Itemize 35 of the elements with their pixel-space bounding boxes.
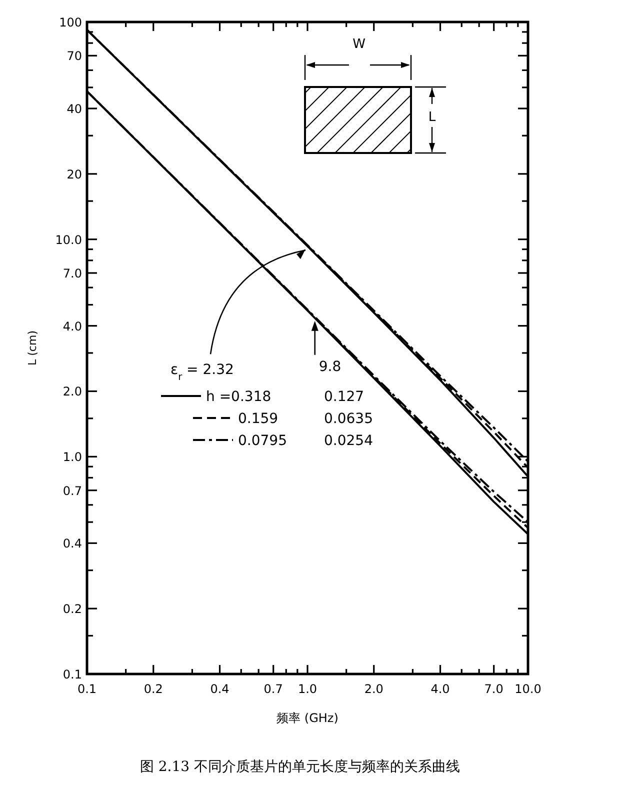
y-tick-label: 20 <box>66 167 82 182</box>
y-tick-label: 2.0 <box>62 384 82 399</box>
legend-label: 0.0795 <box>238 433 287 449</box>
y-tick-label: 10.0 <box>55 232 82 247</box>
y-tick-label: 4.0 <box>62 319 82 334</box>
annotation: L <box>428 110 436 125</box>
y-tick-label: 0.4 <box>62 536 82 551</box>
y-tick-label: 40 <box>66 102 82 116</box>
x-tick-label: 0.1 <box>77 682 97 696</box>
y-tick-label: 1.0 <box>62 450 82 464</box>
x-tick-label: 1.0 <box>298 682 318 696</box>
x-tick-label: 0.2 <box>144 682 163 696</box>
x-tick-label: 4.0 <box>430 682 450 696</box>
y-axis-title: L (cm) <box>26 330 39 366</box>
caption: 图 2.13 不同介质基片的单元长度与频率的关系曲线 <box>140 759 460 775</box>
series-label: 0.0635 <box>324 411 373 427</box>
x-tick-label: 10.0 <box>514 682 542 696</box>
x-tick-label: 0.4 <box>210 682 230 696</box>
legend-label: 0.159 <box>238 411 278 427</box>
text: 0.0254 <box>324 433 374 449</box>
y-tick-label: 0.7 <box>62 484 82 498</box>
y-tick-label: 0.2 <box>62 602 82 616</box>
series-label: 0.127 <box>324 389 364 405</box>
x-tick-label: 7.0 <box>484 682 504 696</box>
annotation: W <box>352 37 366 52</box>
y-tick-label: 7.0 <box>62 266 82 280</box>
x-axis-title: 频率 (GHz) <box>276 711 338 725</box>
y-tick-label: 100 <box>59 16 82 30</box>
x-tick-label: 0.7 <box>264 682 283 696</box>
y-tick-label: 70 <box>66 49 82 64</box>
legend-label: h =0.318 <box>206 389 272 405</box>
annotation: ε$_{r}$ = 2.32 <box>170 362 234 383</box>
y-tick-label: 0.1 <box>62 668 82 682</box>
annotation: 9.8 <box>318 358 342 375</box>
x-tick-label: 2.0 <box>364 682 384 696</box>
